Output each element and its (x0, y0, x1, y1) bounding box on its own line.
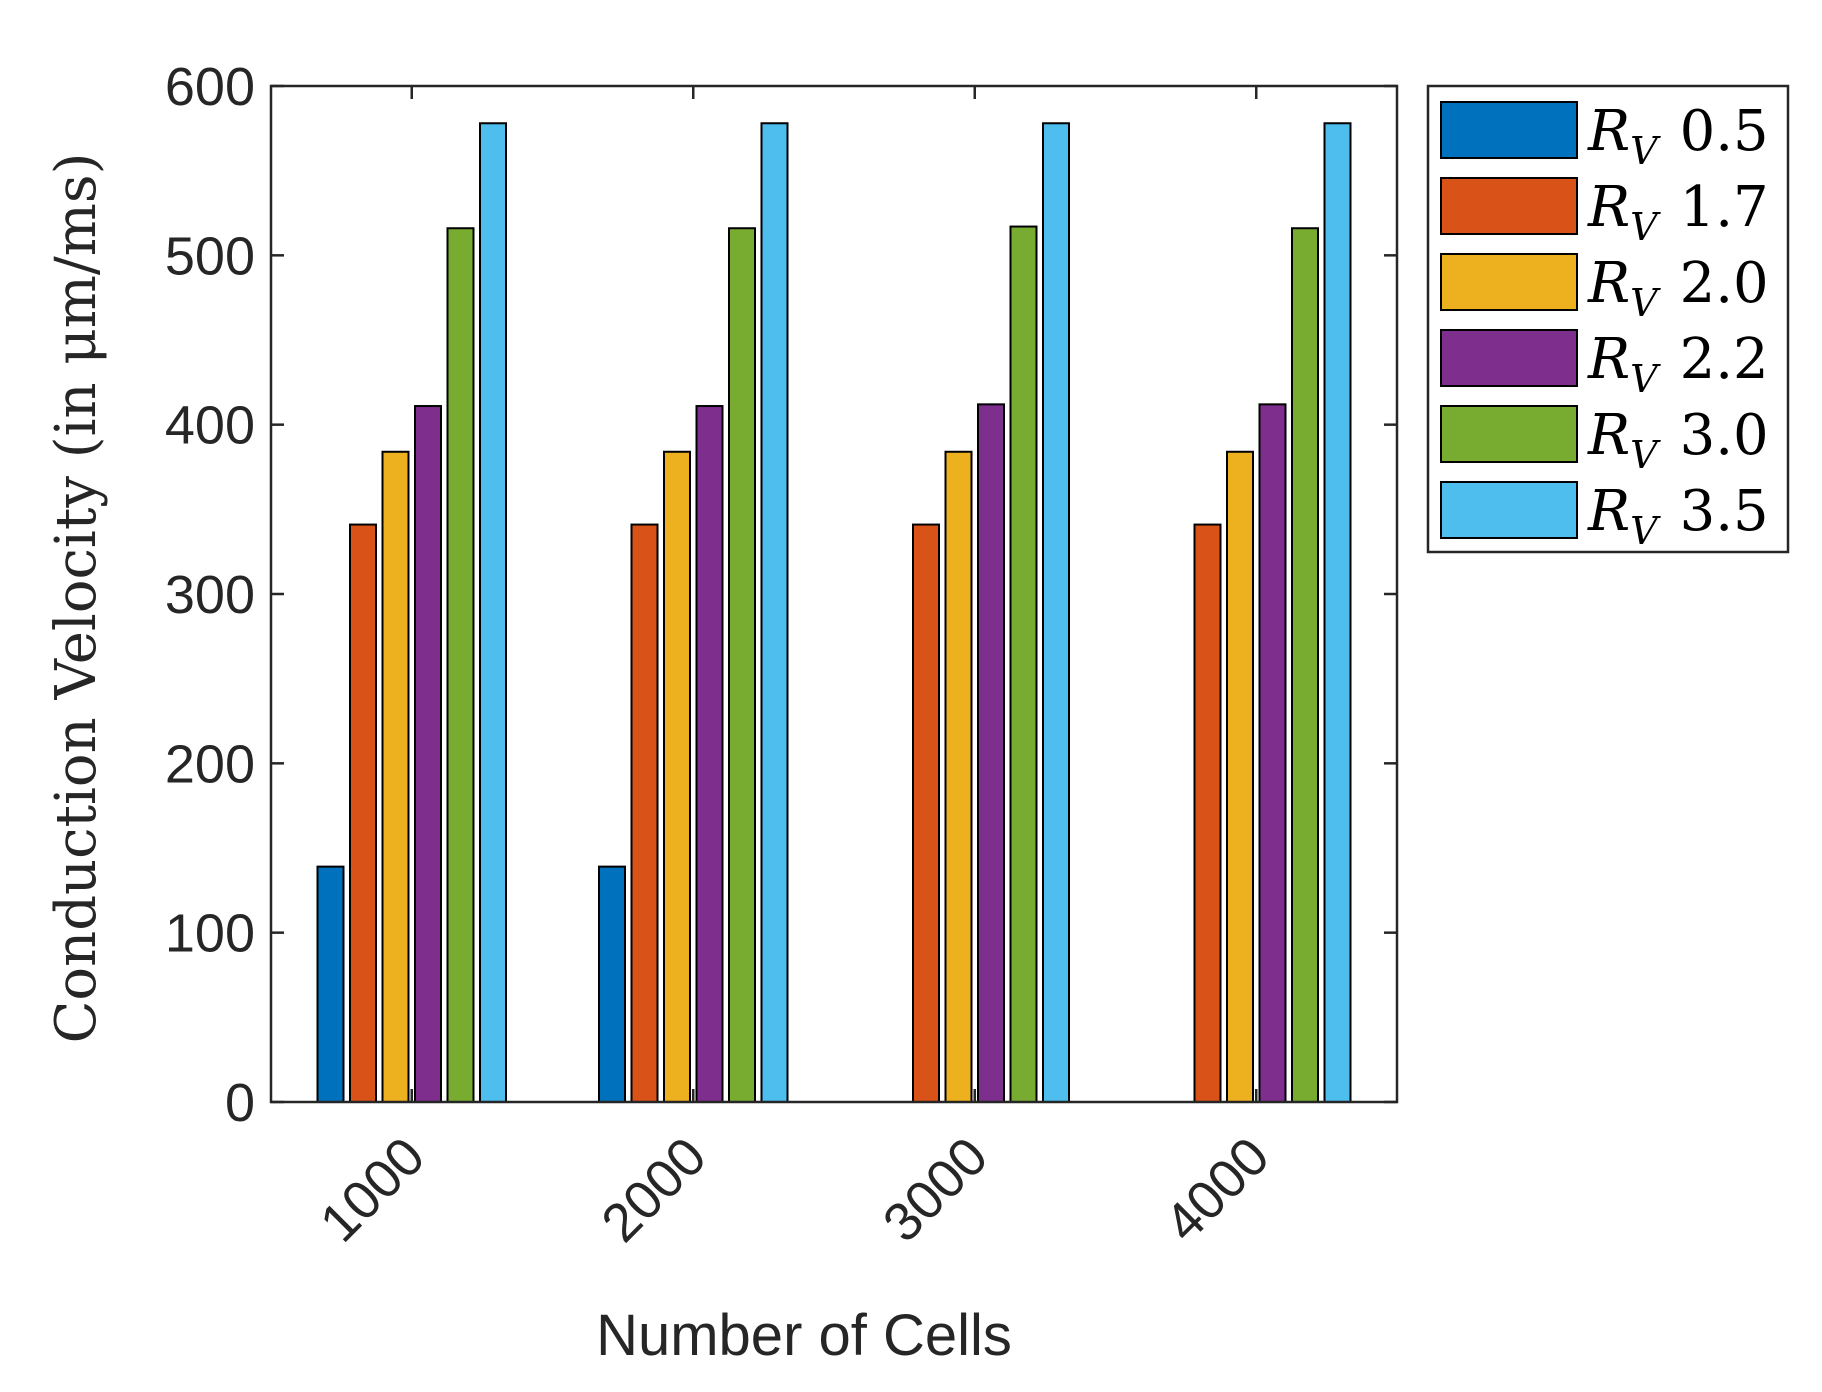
y-tick-label: 0 (225, 1073, 255, 1133)
y-tick-label: 500 (165, 226, 255, 286)
legend-label: RV 3.5 (1587, 479, 1769, 553)
legend-swatch (1440, 481, 1578, 539)
bar-2_2-1000 (414, 405, 442, 1104)
legend-label: RV 1.7 (1587, 175, 1769, 249)
bar-2_0-3000 (944, 450, 973, 1103)
bar-2_2-2000 (695, 405, 724, 1104)
legend-label: RV 2.0 (1587, 251, 1769, 325)
legend-label: RV 3.0 (1587, 403, 1769, 477)
bar-3_0-2000 (728, 227, 756, 1104)
bar-1_7-4000 (1193, 523, 1222, 1103)
y-tick-label: 200 (165, 734, 255, 794)
legend-swatch (1440, 101, 1578, 159)
bar-3_0-4000 (1291, 227, 1319, 1104)
legend-item: RV 3.5 (1440, 479, 1769, 553)
bar-1_7-2000 (630, 523, 659, 1103)
y-tick-label: 100 (165, 904, 255, 964)
legend: RV 0.5RV 1.7RV 2.0RV 2.2RV 3.0RV 3.5 (1426, 84, 1790, 554)
legend-item: RV 2.2 (1440, 327, 1769, 401)
y-ticks: 0 100 200 300 400 500 600 (165, 57, 1397, 1133)
x-axis-label: Number of Cells (596, 1303, 1012, 1368)
legend-swatch (1440, 177, 1578, 235)
legend-label: RV 2.2 (1587, 327, 1769, 401)
bar-2_2-3000 (977, 403, 1005, 1104)
bar-3_5-4000 (1323, 122, 1352, 1103)
y-tick-label: 600 (165, 57, 255, 117)
legend-box (1426, 84, 1790, 554)
bar-1_7-3000 (912, 523, 940, 1103)
bar-3_5-1000 (479, 122, 507, 1103)
bar-3_0-1000 (446, 227, 475, 1104)
bar-2_0-4000 (1226, 450, 1254, 1103)
y-tick-label: 400 (165, 396, 255, 456)
bar-2_0-1000 (381, 450, 410, 1103)
legend-swatch (1440, 405, 1578, 463)
bar-0_5-1000 (316, 865, 345, 1103)
legend-item: RV 1.7 (1440, 175, 1769, 249)
legend-item: RV 0.5 (1440, 99, 1769, 173)
bar-2_0-2000 (663, 450, 691, 1103)
bar-0_5-2000 (598, 865, 626, 1103)
legend-swatch (1440, 253, 1578, 311)
legend-item: RV 2.0 (1440, 251, 1769, 325)
bar-3_5-3000 (1042, 122, 1070, 1103)
y-axis-label: Conduction Velocity (in μm/ms) (44, 153, 109, 1044)
bars (316, 122, 1352, 1104)
legend-item: RV 3.0 (1440, 403, 1769, 477)
legend-label: RV 0.5 (1587, 99, 1769, 173)
y-tick-label: 300 (165, 565, 255, 625)
bar-3_0-3000 (1009, 225, 1038, 1104)
bar-2_2-4000 (1258, 403, 1287, 1104)
legend-swatch (1440, 329, 1578, 387)
bar-1_7-1000 (349, 523, 377, 1103)
bar-3_5-2000 (760, 122, 789, 1103)
